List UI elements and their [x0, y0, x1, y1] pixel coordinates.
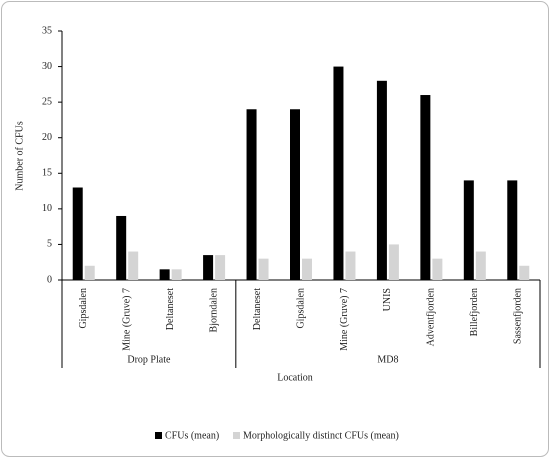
- x-tick-label: Mine (Gruve) 7: [121, 288, 132, 351]
- y-axis-label: Number of CFUs: [14, 121, 25, 191]
- bar: [246, 109, 257, 280]
- bar: [345, 251, 356, 280]
- x-tick-label: Gipsdalen: [78, 288, 89, 329]
- bar: [507, 180, 518, 280]
- bar: [302, 258, 312, 280]
- y-tick-label: 10: [42, 203, 52, 214]
- y-tick-label: 0: [47, 274, 52, 285]
- y-tick-label: 15: [42, 168, 52, 179]
- x-tick-label: UNIS: [382, 288, 393, 311]
- x-tick-label: Sassenfjorden: [513, 288, 524, 344]
- bar: [84, 265, 95, 280]
- y-tick-label: 25: [42, 96, 52, 107]
- x-axis-label: Location: [277, 372, 313, 383]
- y-tick-label: 5: [47, 239, 52, 250]
- group-label: MD8: [377, 354, 398, 365]
- bar: [116, 215, 127, 280]
- x-tick-label: Adventfjorden: [426, 288, 437, 346]
- bar: [203, 255, 214, 280]
- bar: [376, 80, 387, 280]
- bar: [159, 269, 170, 280]
- bar: [420, 95, 431, 281]
- bar: [72, 187, 83, 280]
- y-tick-label: 30: [42, 61, 52, 72]
- x-tick-label: Deltaneset: [252, 288, 263, 330]
- bar: [333, 66, 344, 280]
- x-tick-label: Billefjorden: [469, 288, 480, 336]
- bar: [388, 244, 399, 280]
- group-label: Drop Plate: [127, 354, 171, 365]
- x-tick-label: Bjorndalen: [208, 288, 219, 332]
- bar: [128, 251, 139, 280]
- legend-label: CFUs (mean): [165, 430, 219, 441]
- bar: [432, 258, 443, 280]
- bar: [215, 255, 226, 280]
- bar: [519, 265, 530, 280]
- bar: [258, 258, 269, 280]
- x-tick-label: Mine (Gruve) 7: [339, 288, 350, 351]
- x-tick-label: Gipsdalen: [295, 288, 306, 329]
- legend-swatch: [155, 432, 162, 439]
- bar: [171, 269, 182, 280]
- y-tick-label: 20: [42, 132, 52, 143]
- legend-swatch: [233, 432, 240, 439]
- x-tick-label: Deltaneset: [165, 288, 176, 330]
- y-tick-label: 35: [42, 25, 52, 36]
- legend-label: Morphologically distinct CFUs (mean): [243, 430, 399, 441]
- bar: [290, 109, 300, 280]
- bar: [463, 180, 474, 280]
- bar: [475, 251, 486, 280]
